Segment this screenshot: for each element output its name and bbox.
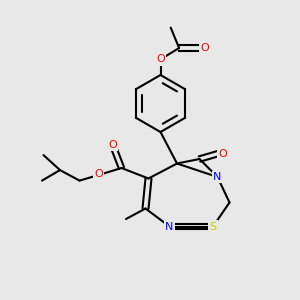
- Text: N: N: [165, 221, 174, 232]
- Text: O: O: [218, 148, 227, 159]
- Text: O: O: [94, 169, 103, 179]
- Text: O: O: [200, 43, 209, 53]
- Text: N: N: [213, 172, 222, 182]
- Text: O: O: [108, 140, 117, 150]
- Text: S: S: [209, 221, 217, 232]
- Text: O: O: [156, 54, 165, 64]
